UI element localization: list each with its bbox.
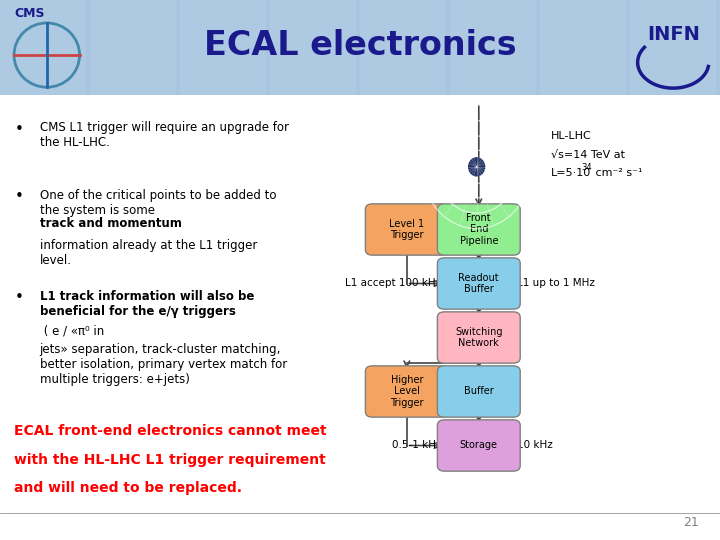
FancyBboxPatch shape (365, 204, 448, 255)
Text: L1 accept 100 kHz: L1 accept 100 kHz (345, 279, 441, 288)
FancyBboxPatch shape (438, 204, 521, 255)
Text: 10 kHz: 10 kHz (517, 441, 552, 450)
Text: •: • (14, 122, 23, 137)
Text: INFN: INFN (647, 25, 700, 44)
Text: Readout
Buffer: Readout Buffer (459, 273, 499, 294)
Text: ECAL electronics: ECAL electronics (204, 29, 516, 63)
Text: ( e / «π⁰ in: ( e / «π⁰ in (40, 324, 104, 337)
Text: 0.5-1 kHz: 0.5-1 kHz (392, 441, 441, 450)
Text: L=5·10: L=5·10 (551, 168, 591, 179)
FancyBboxPatch shape (90, 0, 176, 94)
Text: track and momentum: track and momentum (40, 217, 181, 230)
FancyBboxPatch shape (438, 258, 521, 309)
Text: information already at the L1 trigger
level.: information already at the L1 trigger le… (40, 239, 257, 267)
FancyBboxPatch shape (438, 366, 521, 417)
FancyBboxPatch shape (540, 0, 626, 94)
Text: Switching
Network: Switching Network (455, 327, 503, 348)
Text: •: • (14, 189, 23, 204)
Text: cm⁻² s⁻¹: cm⁻² s⁻¹ (592, 168, 642, 179)
Text: ECAL front-end electronics cannot meet: ECAL front-end electronics cannot meet (14, 424, 327, 438)
FancyBboxPatch shape (0, 0, 720, 94)
Text: √s=14 TeV at: √s=14 TeV at (551, 150, 625, 160)
FancyBboxPatch shape (438, 420, 521, 471)
Circle shape (469, 158, 485, 176)
Text: HL-LHC: HL-LHC (551, 131, 592, 141)
Text: CMS: CMS (14, 8, 45, 21)
Text: CMS L1 trigger will require an upgrade for
the HL-LHC.: CMS L1 trigger will require an upgrade f… (40, 122, 289, 150)
Text: Storage: Storage (460, 441, 498, 450)
FancyBboxPatch shape (360, 0, 446, 94)
Text: Buffer: Buffer (464, 387, 494, 396)
FancyBboxPatch shape (0, 0, 86, 94)
Text: L1 up to 1 MHz: L1 up to 1 MHz (517, 279, 595, 288)
Text: Higher
Level
Trigger: Higher Level Trigger (390, 375, 423, 408)
Text: Level 1
Trigger: Level 1 Trigger (390, 219, 424, 240)
Text: 21: 21 (683, 516, 698, 529)
Text: L1 track information will also be
beneficial for the e/γ triggers: L1 track information will also be benefi… (40, 290, 254, 318)
Text: and will need to be replaced.: and will need to be replaced. (14, 481, 243, 495)
FancyBboxPatch shape (630, 0, 716, 94)
FancyBboxPatch shape (365, 366, 448, 417)
Text: One of the critical points to be added to
the system is some: One of the critical points to be added t… (40, 189, 276, 217)
Text: •: • (14, 290, 23, 305)
Text: 34: 34 (582, 163, 593, 172)
FancyBboxPatch shape (270, 0, 356, 94)
Text: jets» separation, track-cluster matching,
better isolation, primary vertex match: jets» separation, track-cluster matching… (40, 343, 287, 386)
Text: Front
End
Pipeline: Front End Pipeline (459, 213, 498, 246)
FancyBboxPatch shape (450, 0, 536, 94)
FancyBboxPatch shape (180, 0, 266, 94)
FancyBboxPatch shape (438, 312, 521, 363)
Text: with the HL-LHC L1 trigger requirement: with the HL-LHC L1 trigger requirement (14, 453, 326, 467)
